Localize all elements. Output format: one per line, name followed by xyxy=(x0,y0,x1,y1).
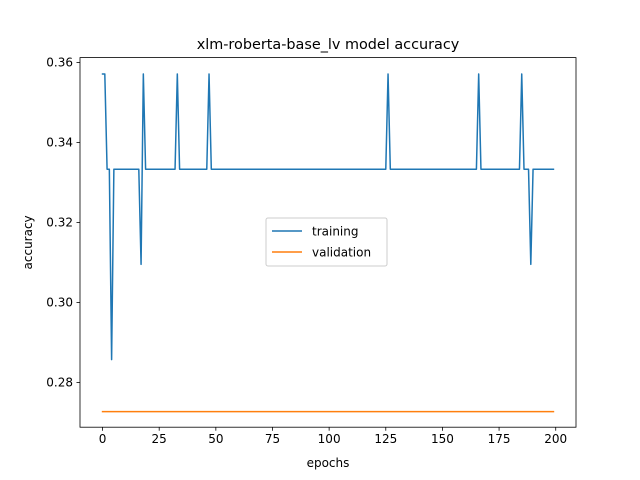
x-tick-label: 150 xyxy=(431,432,454,446)
x-tick-label: 0 xyxy=(99,432,107,446)
x-tick-label: 75 xyxy=(265,432,280,446)
series-layer xyxy=(101,73,555,413)
chart-title: xlm-roberta-base_lv model accuracy xyxy=(197,37,460,53)
x-tick-label: 200 xyxy=(544,432,567,446)
series-line-training xyxy=(101,73,555,361)
x-tick-label: 100 xyxy=(318,432,341,446)
y-tick-label: 0.30 xyxy=(46,296,73,310)
x-tick-label: 50 xyxy=(208,432,223,446)
y-tick-label: 0.34 xyxy=(46,136,73,150)
legend-label-validation: validation xyxy=(312,246,371,260)
y-tick-label: 0.28 xyxy=(46,376,73,390)
legend: training validation xyxy=(265,217,388,267)
x-tick-label: 175 xyxy=(488,432,511,446)
legend-box xyxy=(265,217,388,267)
y-tick-label: 0.32 xyxy=(46,216,73,230)
y-axis-label: accuracy xyxy=(21,215,35,269)
y-tick-label: 0.36 xyxy=(46,56,73,70)
legend-label-training: training xyxy=(312,225,359,239)
plot-area-frame xyxy=(79,57,577,428)
ticks-layer: 0 25 50 75 100 125 150 175 200 0.28 0.30 0.32 0.34 0.… xyxy=(46,56,567,447)
x-tick-label: 125 xyxy=(374,432,397,446)
x-axis-label: epochs xyxy=(307,456,350,470)
x-tick-label: 25 xyxy=(152,432,167,446)
